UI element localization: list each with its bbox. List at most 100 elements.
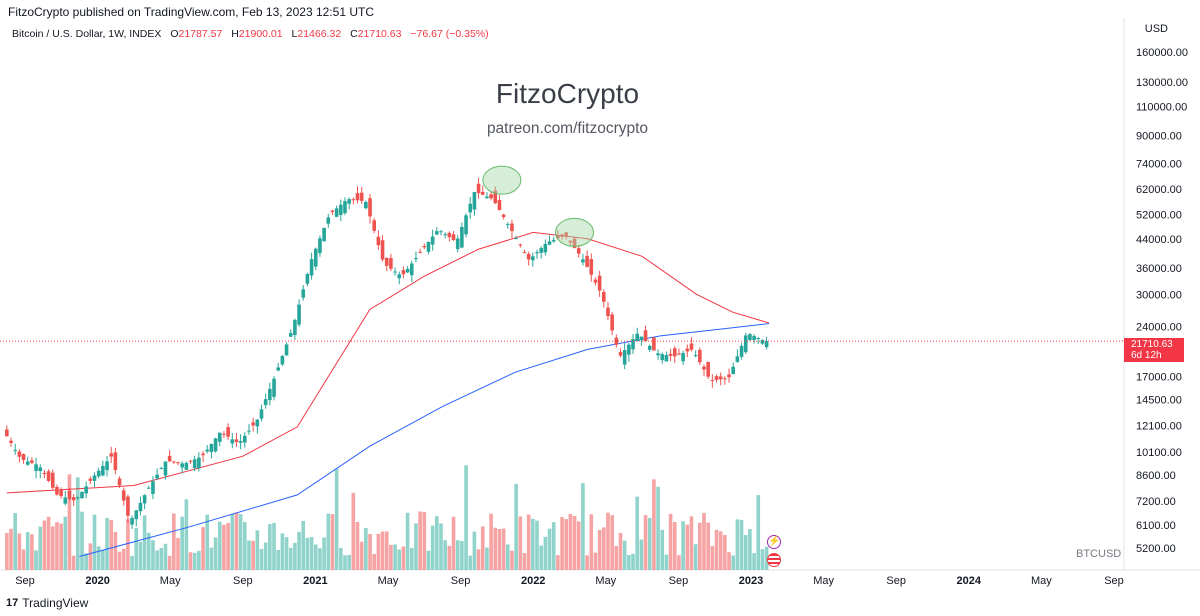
high-label: H [231,28,239,40]
candle-body [9,440,13,444]
candle-body [714,376,719,380]
currency-label[interactable]: USD [1144,23,1168,35]
candle-body [263,399,268,406]
volume-bar [522,552,527,570]
candle-body [689,343,694,350]
volume-bar [213,537,218,570]
volume-bar [693,544,698,570]
us-flag-icon[interactable] [767,553,781,567]
candle-body [71,497,76,501]
volume-bar [330,514,335,570]
volume-bar [698,522,702,570]
volume-bar [535,520,539,570]
volume-bar [472,531,477,570]
volume-bar [672,522,677,570]
candle-body [501,214,506,218]
candle-body [146,487,151,489]
candle-body [63,497,68,504]
x-tick-label: 2023 [739,575,763,587]
moving-average-blue-line [79,323,770,557]
volume-bar [268,524,272,570]
candle-body [681,353,685,362]
volume-bar [84,553,88,570]
volume-bar [547,528,552,570]
candle-body [698,349,702,363]
y-tick-label: 74000.00 [1136,159,1182,171]
candle-body [564,232,569,237]
volume-bar [301,520,306,570]
volume-bar [25,532,30,570]
candle-body [217,432,222,442]
volume-bar [631,553,635,570]
candle-body [727,374,731,378]
candle-body [151,481,155,494]
volume-bar [17,533,22,570]
volume-bar [5,533,9,570]
volume-bar [576,521,581,570]
volume-bar [176,537,180,570]
candle-body [297,304,301,325]
volume-bar [92,514,97,570]
candle-body [326,217,331,224]
volume-bar [351,492,356,570]
volume-bar [581,483,585,570]
candle-body [17,451,22,457]
volume-bar [42,520,47,570]
candle-body [405,268,410,273]
candle-body [113,452,118,471]
volume-bar [163,543,168,570]
candle-body [731,366,736,375]
candle-body [706,361,710,377]
x-tick-label: 2020 [85,575,109,587]
volume-bar [681,521,685,570]
candle-body [13,449,17,451]
candle-body [109,453,114,457]
volume-bar [389,544,393,570]
volume-bar [468,555,473,570]
x-tick-label: 2022 [521,575,545,587]
candle-body [343,201,347,214]
candle-body [447,232,452,238]
candle-body [121,490,126,501]
volume-bar [439,523,443,570]
candle-body [489,194,493,199]
candle-body [163,461,168,476]
volume-bar [322,537,326,570]
volume-bar [242,522,247,570]
volume-bar [76,477,80,570]
volume-bar [464,465,468,570]
candle-body [172,461,176,463]
footer-brand[interactable]: 17 TradingView [6,596,88,610]
candle-body [531,256,535,261]
volume-bar [234,512,239,570]
candle-body [397,274,402,279]
candle-body [201,453,205,456]
candle-body [652,337,656,351]
volume-bar [627,555,631,570]
candle-body [685,348,690,352]
volume-bar [664,554,669,570]
volume-bar [752,553,756,570]
volume-bar [564,519,569,570]
candle-body [368,198,372,217]
volume-bar [764,546,769,570]
candle-body [622,350,627,365]
candle-body [380,240,385,260]
y-tick-label: 14500.00 [1136,394,1182,406]
volume-bar [293,542,297,570]
volume-bar [38,526,43,570]
watermark-subtitle: patreon.com/fitzocrypto [486,120,649,137]
candle-body [372,220,377,231]
candle-body [50,472,55,488]
candle-body [155,474,159,479]
lightning-icon[interactable]: ⚡ [767,535,781,549]
candle-body [313,248,318,267]
candle-body [393,271,397,273]
volume-bar [159,547,164,570]
candle-body [80,491,84,499]
volume-bar [572,515,577,570]
volume-bar [21,549,26,570]
x-tick-label: Sep [233,575,253,587]
candle-body [568,240,573,243]
